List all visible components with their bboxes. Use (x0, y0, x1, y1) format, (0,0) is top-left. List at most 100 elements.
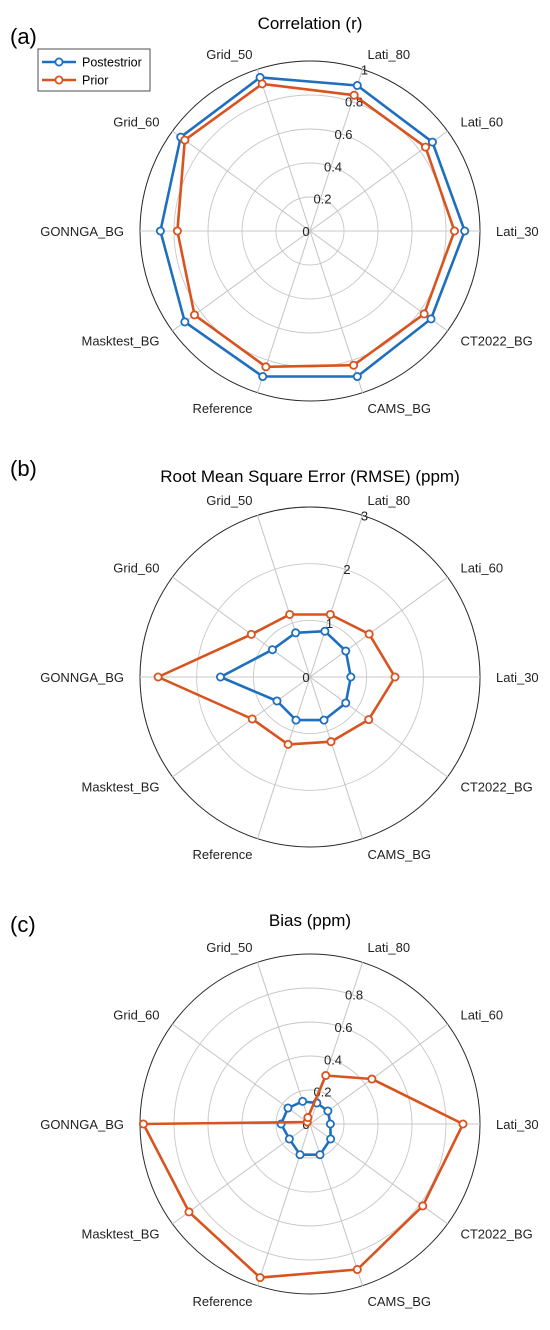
data-point-prior (458, 1119, 468, 1129)
data-point-posterior (426, 314, 436, 324)
category-label: Grid_50 (206, 47, 252, 62)
data-point-prior (364, 715, 374, 725)
data-point-posterior (291, 628, 301, 638)
r-tick-label: 0.4 (324, 159, 342, 174)
category-label: Masktest_BG (81, 779, 159, 794)
r-tick-label: 0.4 (324, 1052, 342, 1067)
data-point-posterior (323, 1106, 333, 1116)
chart-title: Correlation (r) (258, 14, 363, 33)
data-point-prior (283, 739, 293, 749)
series-posterior (155, 72, 470, 382)
r-tick-label: 3 (361, 508, 368, 523)
data-point-prior (184, 1207, 194, 1217)
category-label: Lati_80 (367, 940, 410, 955)
category-label: Masktest_BG (81, 1226, 159, 1241)
category-label: Lati_80 (367, 493, 410, 508)
polar-grid (139, 506, 481, 848)
r-tick-label: 0 (302, 670, 309, 685)
data-point-prior (418, 1201, 428, 1211)
data-point-prior (261, 362, 271, 372)
legend-label-posterior: Postestrior (82, 56, 142, 70)
series-prior (138, 1070, 468, 1283)
data-point-prior (180, 135, 190, 145)
data-point-posterior (215, 672, 225, 682)
category-label: GONNGA_BG (40, 224, 124, 239)
data-point-prior (326, 737, 336, 747)
data-point-prior (257, 79, 267, 89)
r-tick-labels: 00.20.40.60.81 (302, 62, 368, 239)
data-point-prior (349, 90, 359, 100)
category-label: Grid_60 (113, 561, 159, 576)
chart-title: Root Mean Square Error (RMSE) (ppm) (160, 467, 459, 486)
data-point-prior (419, 309, 429, 319)
r-tick-label: 2 (343, 562, 350, 577)
data-point-posterior (295, 1150, 305, 1160)
data-point-prior (364, 629, 374, 639)
data-point-posterior (180, 317, 190, 327)
series-posterior (276, 1096, 336, 1160)
category-label: Reference (193, 847, 253, 862)
data-point-posterior (258, 372, 268, 382)
series-prior (172, 79, 459, 372)
series-line-posterior (159, 76, 467, 378)
data-point-prior (352, 1265, 362, 1275)
data-point-posterior (284, 1134, 294, 1144)
category-label: Lati_30 (496, 670, 539, 685)
data-point-prior (255, 1273, 265, 1283)
category-label: GONNGA_BG (40, 1117, 124, 1132)
r-tick-label: 0 (302, 224, 309, 239)
data-point-posterior (325, 1119, 335, 1129)
r-tick-label: 1 (326, 616, 333, 631)
category-label: CT2022_BG (460, 1226, 532, 1241)
data-point-prior (246, 629, 256, 639)
data-point-prior (138, 1119, 148, 1129)
data-point-prior (285, 609, 295, 619)
r-tick-label: 0.8 (345, 988, 363, 1003)
data-point-posterior (346, 672, 356, 682)
data-point-prior (153, 672, 163, 682)
data-point-posterior (291, 715, 301, 725)
category-label: Lati_60 (460, 1008, 503, 1023)
category-label: Lati_60 (460, 115, 503, 130)
series-line-posterior (219, 629, 353, 722)
category-label: Lati_80 (367, 47, 410, 62)
data-point-posterior (283, 1103, 293, 1113)
panel-letter: (a) (10, 24, 37, 49)
r-tick-label: 1 (361, 62, 368, 77)
legend-marker-prior (54, 75, 64, 85)
category-label: Lati_30 (496, 224, 539, 239)
data-point-posterior (352, 372, 362, 382)
data-point-posterior (267, 645, 277, 655)
category-label: Reference (193, 1294, 253, 1309)
data-point-posterior (352, 80, 362, 90)
category-label: Grid_60 (113, 115, 159, 130)
category-label: Grid_50 (206, 493, 252, 508)
data-point-posterior (326, 1134, 336, 1144)
data-point-posterior (427, 137, 437, 147)
chart-title: Bias (ppm) (269, 911, 351, 930)
category-labels: Lati_80 Lati_60 Lati_30 CT2022_BG CAMS_BG Ref… (40, 493, 538, 862)
series-posterior (215, 626, 356, 725)
data-point-posterior (298, 1096, 308, 1106)
series-prior (153, 609, 400, 749)
data-point-posterior (155, 226, 165, 236)
data-point-posterior (319, 715, 329, 725)
category-label: Masktest_BG (81, 333, 159, 348)
r-tick-labels: 0 1 2 3 (302, 508, 368, 685)
category-label: Reference (193, 401, 253, 416)
category-label: Lati_30 (496, 1117, 539, 1132)
data-point-prior (172, 226, 182, 236)
data-point-posterior (341, 698, 351, 708)
category-labels: Lati_80 Lati_60 Lati_30 CT2022_BG CAMS_BG Ref… (40, 47, 538, 416)
data-point-posterior (320, 626, 330, 636)
category-label: Grid_50 (206, 940, 252, 955)
category-labels: Lati_80 Lati_60 Lati_30 CT2022_BG CAMS_BG Ref… (40, 940, 538, 1309)
category-label: Grid_60 (113, 1008, 159, 1023)
legend-box (37, 48, 151, 92)
data-point-prior (449, 226, 459, 236)
panel-letter: (c) (10, 912, 36, 937)
data-point-prior (303, 1113, 313, 1123)
r-tick-label: 0.6 (334, 1020, 352, 1035)
legend-marker-posterior (54, 57, 64, 67)
